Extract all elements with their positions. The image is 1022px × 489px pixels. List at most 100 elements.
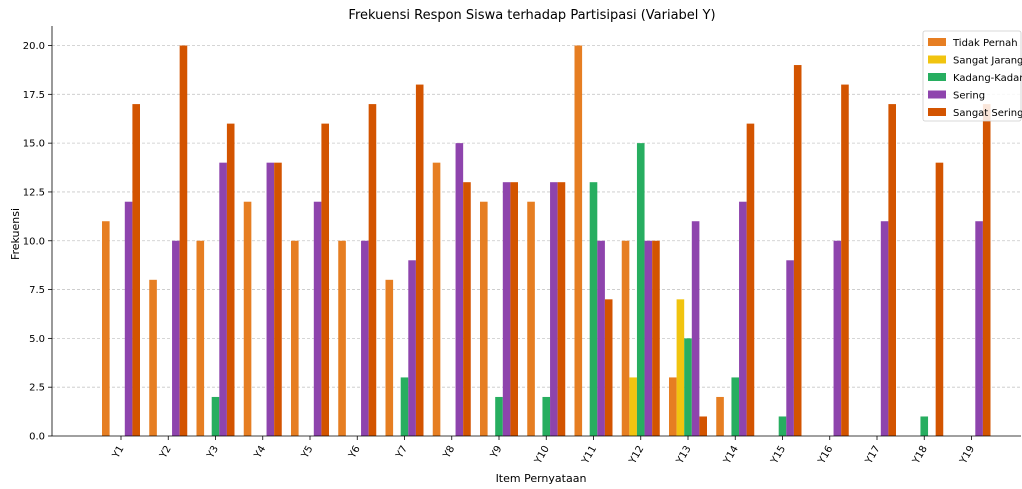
bar [982,104,991,436]
bar [920,416,929,436]
x-tick-label: Y9 [488,444,504,461]
bar [746,123,755,436]
chart-title: Frekuensi Respon Siswa terhadap Partisip… [348,8,715,23]
bar [385,279,394,436]
y-tick-label: 12.5 [23,187,45,198]
bar [274,162,282,436]
bar [699,416,707,436]
bar [778,416,787,436]
bar [644,240,653,436]
bar [557,182,566,436]
bar [172,240,180,436]
bar [550,182,558,436]
bar [527,201,535,436]
y-tick-label: 20.0 [23,41,45,52]
bar [574,45,583,437]
bar [124,201,133,436]
x-tick-label: Y10 [532,444,551,467]
x-tick-label: Y11 [580,444,599,467]
legend-label: Kadang-Kadang [953,73,1022,84]
legend-swatch [928,108,946,116]
x-tick-label: Y17 [863,444,882,467]
bar [629,377,637,436]
legend-swatch [928,90,946,99]
y-tick-label: 2.5 [29,383,45,394]
y-tick-label: 15.0 [23,139,45,150]
y-tick-label: 7.5 [29,285,45,296]
bar [510,182,518,436]
x-axis-label: Item Pernyataan [496,472,587,485]
y-tick-label: 17.5 [23,90,45,101]
x-tick-label: Y18 [910,444,929,467]
x-tick-label: Y14 [721,444,740,467]
x-ticks: Y1 Y2 Y3 Y4 Y5 Y6 Y7 Y8 Y9 Y10 Y11 Y12 Y13 Y14 Y15 Y16 Y… [110,436,977,467]
bar [669,377,677,436]
bar [975,221,983,436]
bar [604,299,613,436]
bar [408,260,416,436]
x-tick-label: Y2 [158,444,174,461]
legend-label: Sangat Sering [953,108,1022,119]
bar [589,182,598,436]
bars [102,45,991,437]
legend-swatch [928,38,946,46]
bar [621,240,630,436]
bar [652,240,660,436]
bar [716,396,724,436]
bar [495,396,503,436]
bar [313,201,322,436]
bar [361,240,369,436]
bar [219,162,227,436]
y-tick-label: 0.0 [29,432,45,443]
y-tick-label: 5.0 [29,334,45,345]
bar [691,221,700,436]
bar [502,182,511,436]
bar [888,104,896,436]
y-tick-label: 10.0 [23,236,45,247]
legend-swatch [928,55,946,64]
bar [455,143,464,436]
x-tick-label: Y8 [441,444,457,461]
legend: Tidak Pernah Sangat Jarang Kadang-Kadang Se… [922,30,1022,122]
x-tick-label: Y6 [347,444,363,461]
bar [149,279,157,436]
legend-label: Sering [953,91,985,102]
bar [793,65,802,437]
legend-label: Tidak Pernah [952,38,1018,49]
bar [786,260,794,436]
grid [52,45,1021,388]
bar [676,299,685,436]
bar [226,123,235,436]
x-tick-label: Y12 [627,444,646,467]
bar [179,45,188,437]
x-tick-label: Y19 [958,444,977,467]
bar [338,240,346,436]
bar [196,240,205,436]
bar [935,162,944,436]
x-tick-label: Y13 [674,444,693,467]
legend-box [922,30,1022,122]
bar [684,338,692,436]
x-tick-label: Y16 [816,444,835,467]
bar [211,396,220,436]
bar [432,162,441,436]
x-tick-label: Y15 [769,444,788,467]
x-tick-label: Y4 [252,444,268,461]
bar [597,240,605,436]
legend-label: Sangat Jarang [953,56,1022,67]
bar [833,240,842,436]
x-tick-label: Y5 [299,444,315,461]
y-ticks: 0.0 2.5 5.0 7.5 10.0 12.5 15.0 17.5 20.0 [23,41,52,443]
x-tick-label: Y7 [394,444,410,461]
bar [841,84,849,437]
y-axis-label: Frekuensi [9,208,22,260]
bar [243,201,252,436]
legend-swatch [928,73,946,81]
bar [731,377,740,436]
bar [291,240,299,436]
bar [132,104,140,436]
bar [739,201,747,436]
x-tick-label: Y3 [205,444,221,461]
x-tick-label: Y1 [110,444,126,461]
